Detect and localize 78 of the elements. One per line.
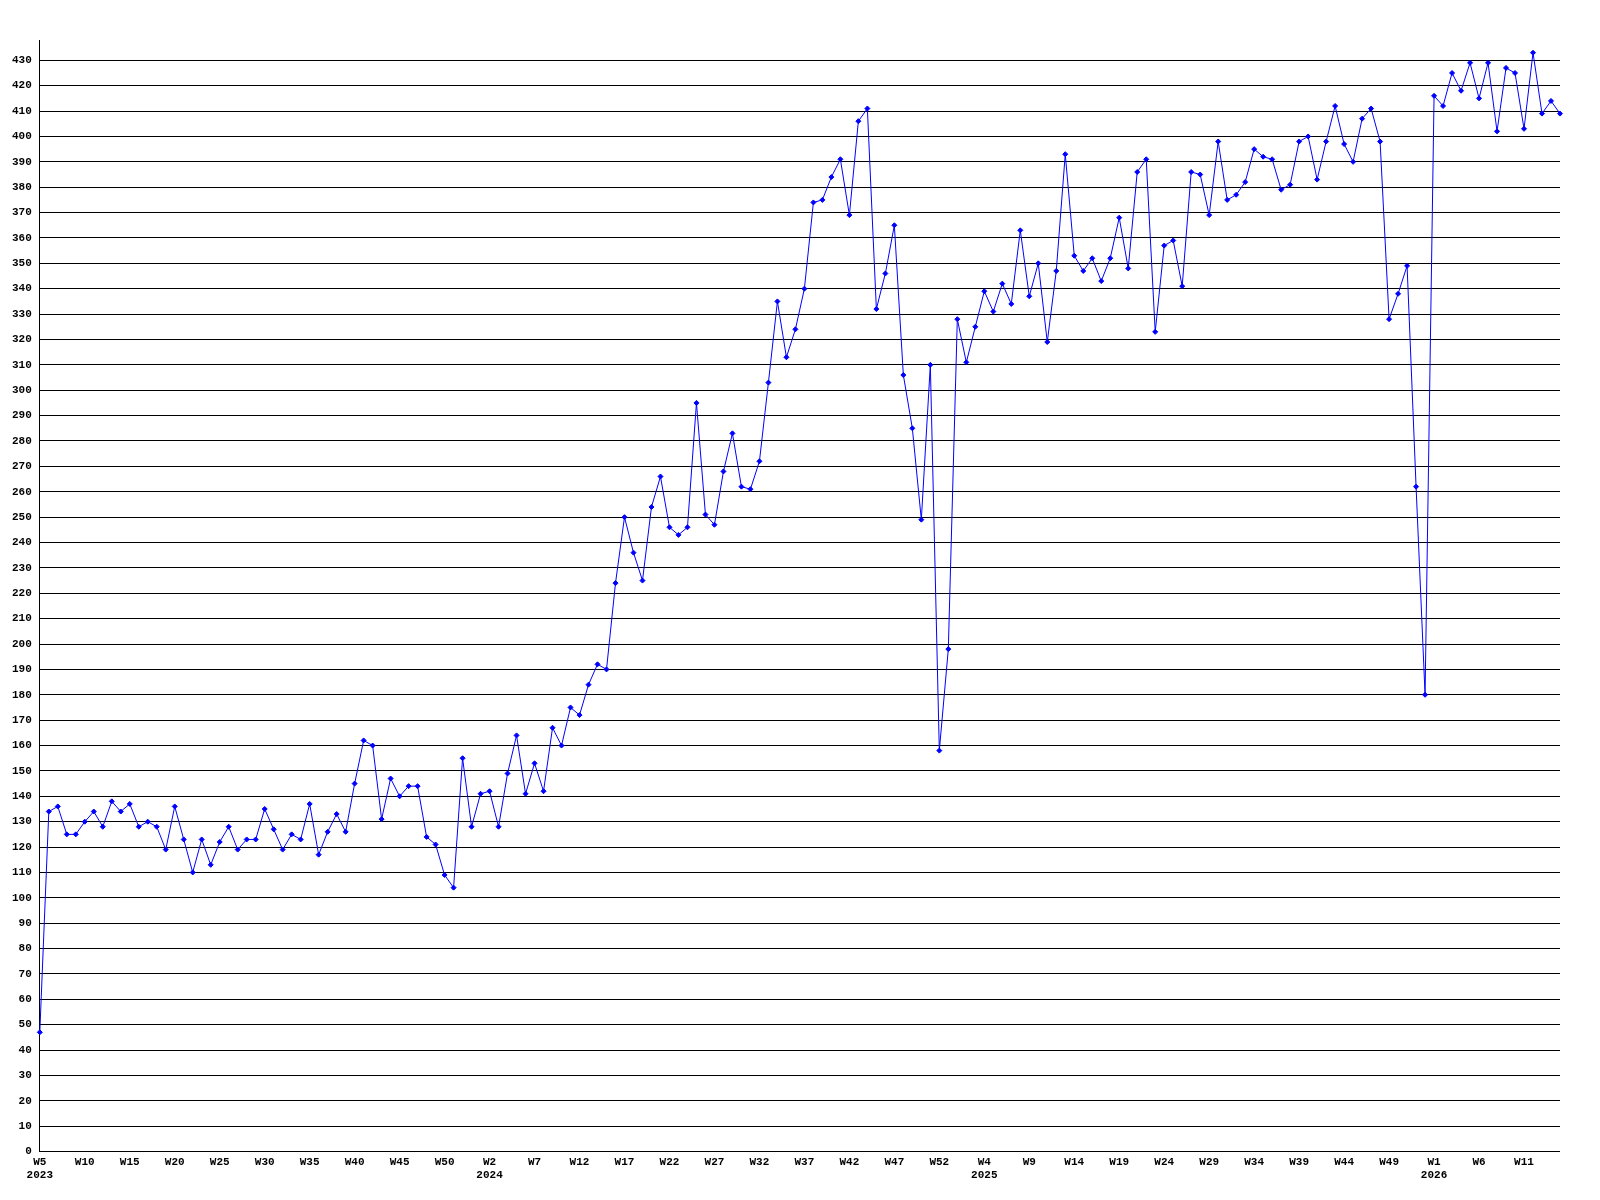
x-tick-label: W40 [344, 1155, 365, 1168]
y-tick-label: 280 [11, 434, 32, 447]
y-tick-label: 20 [18, 1094, 32, 1107]
y-tick-label: 390 [11, 155, 32, 168]
y-tick-label: 190 [11, 663, 32, 676]
y-tick-label: 260 [11, 485, 32, 498]
x-tick-label: W45 [389, 1155, 410, 1168]
y-tick-label: 250 [11, 510, 32, 523]
x-tick-label: W10 [74, 1155, 95, 1168]
x-tick-label: W49 [1379, 1155, 1399, 1168]
x-tick-label: W4 2025 [971, 1155, 998, 1182]
x-tick-label: W27 [704, 1155, 725, 1168]
y-tick-label: 370 [11, 206, 32, 219]
y-tick-label: 380 [11, 180, 32, 193]
x-tick-label: W44 [1334, 1155, 1355, 1168]
y-tick-label: 240 [11, 536, 32, 549]
x-tick-label: W47 [884, 1155, 905, 1168]
x-tick-label: W11 [1514, 1155, 1535, 1168]
x-tick-label: W22 [659, 1155, 680, 1168]
x-tick-label: W1 2026 [1420, 1155, 1448, 1182]
y-tick-label: 210 [11, 612, 32, 625]
y-tick-label: 200 [11, 637, 32, 650]
y-tick-label: 290 [11, 409, 32, 422]
y-tick-label: 420 [11, 79, 32, 92]
y-tick-label: 60 [18, 993, 32, 1006]
x-tick-label: W5 2023 [26, 1155, 54, 1182]
y-tick-label: 50 [18, 1018, 32, 1031]
y-tick-label: 340 [11, 282, 32, 295]
x-tick-label: W39 [1289, 1155, 1310, 1168]
y-tick-label: 310 [11, 358, 32, 371]
y-tick-label: 10 [18, 1119, 32, 1132]
x-tick-label: W37 [794, 1155, 815, 1168]
x-tick-label: W9 [1022, 1155, 1036, 1168]
x-tick-label: W24 [1154, 1155, 1175, 1168]
y-tick-label: 30 [18, 1069, 32, 1082]
x-tick-label: W14 [1064, 1155, 1085, 1168]
y-tick-label: 70 [18, 967, 32, 980]
x-tick-label: W42 [839, 1155, 860, 1168]
y-tick-label: 180 [11, 688, 32, 701]
y-tick-label: 130 [11, 815, 32, 828]
y-tick-label: 400 [11, 130, 32, 143]
x-tick-label: W34 [1244, 1155, 1265, 1168]
x-tick-label: W6 [1472, 1155, 1486, 1168]
y-tick-label: 410 [11, 104, 32, 117]
y-tick-label: 100 [11, 891, 32, 904]
y-tick-label: 170 [11, 713, 32, 726]
y-tick-label: 160 [11, 739, 32, 752]
y-tick-label: 120 [11, 840, 32, 853]
y-tick-label: 300 [11, 384, 32, 396]
y-tick-label: 430 [11, 54, 32, 67]
x-tick-label: W30 [254, 1155, 275, 1168]
x-tick-label: W7 [527, 1155, 542, 1168]
x-tick-label: W2 2024 [476, 1155, 504, 1182]
x-tick-label: W35 [299, 1155, 320, 1168]
x-tick-label: W52 [929, 1155, 950, 1168]
x-tick-label: W50 [434, 1155, 455, 1168]
y-tick-label: 0 [25, 1145, 32, 1158]
x-tick-label: W12 [569, 1155, 590, 1168]
y-tick-label: 80 [18, 942, 32, 955]
x-tick-label: W32 [749, 1155, 770, 1168]
y-tick-label: 140 [11, 790, 32, 803]
x-tick-label: W17 [614, 1155, 635, 1168]
x-tick-label: W15 [119, 1155, 141, 1168]
y-tick-label: 220 [11, 587, 32, 600]
y-tick-label: 320 [11, 333, 32, 346]
x-tick-label: W20 [164, 1155, 185, 1168]
y-tick-label: 330 [11, 307, 32, 320]
x-tick-label: W25 [209, 1155, 230, 1168]
y-tick-label: 150 [11, 764, 32, 777]
y-tick-label: 90 [18, 916, 32, 929]
y-tick-label: 360 [11, 231, 32, 244]
y-tick-label: 110 [11, 866, 32, 879]
x-tick-label: W19 [1109, 1155, 1130, 1168]
y-tick-label: 40 [18, 1043, 32, 1056]
y-tick-label: 230 [11, 561, 32, 574]
y-tick-label: 350 [11, 257, 32, 270]
y-tick-label: 270 [11, 460, 32, 473]
x-tick-label: W29 [1199, 1155, 1220, 1168]
